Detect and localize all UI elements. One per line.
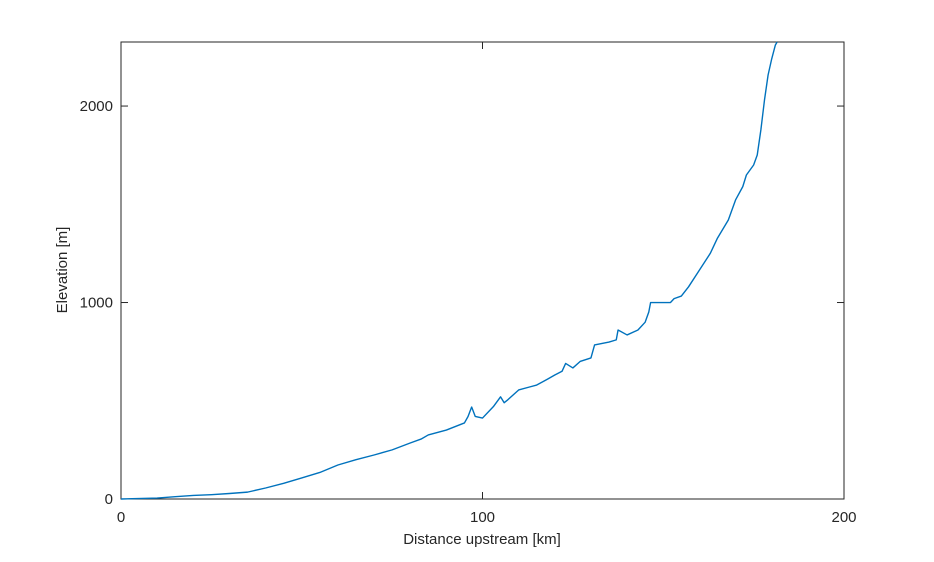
- y-tick-label: 1000: [80, 295, 113, 312]
- y-axis-label: Elevation [m]: [54, 227, 71, 314]
- x-tick-label: 200: [831, 509, 856, 526]
- x-axis-label: Distance upstream [km]: [403, 531, 561, 548]
- y-tick-label: 2000: [80, 98, 113, 115]
- plot-area: [120, 41, 845, 500]
- y-tick-label: 0: [105, 491, 113, 508]
- data-line: [120, 41, 778, 500]
- x-tick-label: 100: [470, 509, 495, 526]
- x-tick-label: 0: [117, 509, 125, 526]
